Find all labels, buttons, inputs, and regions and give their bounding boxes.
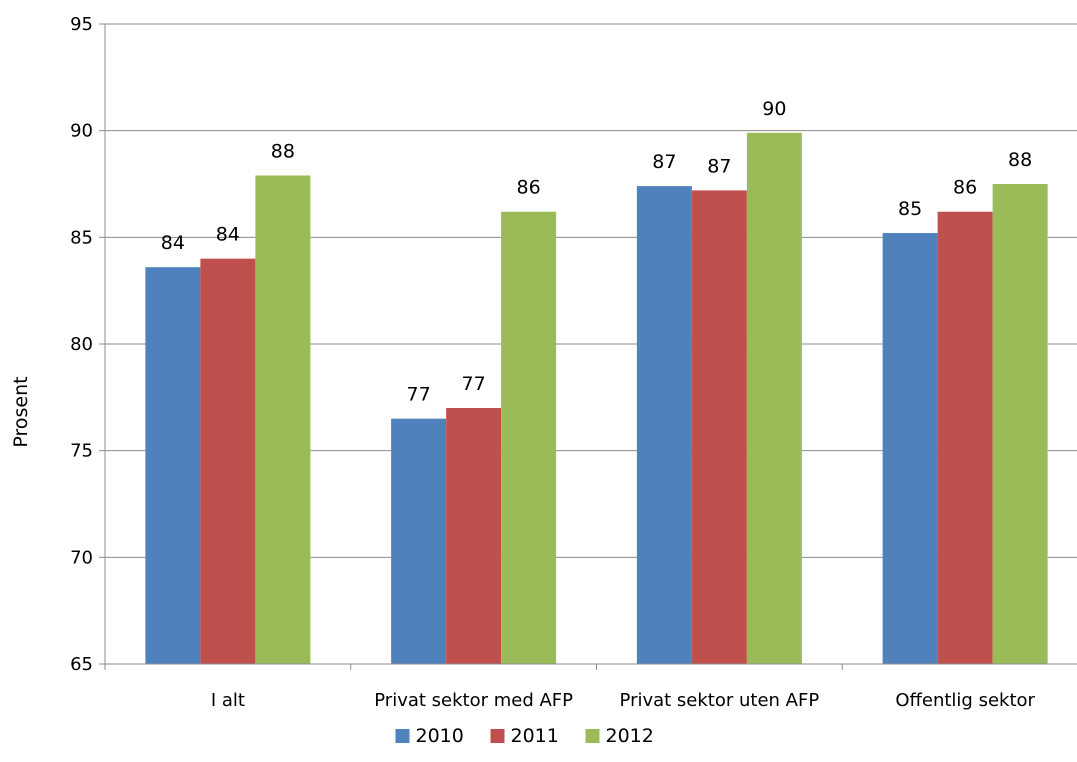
legend: 2010 2011 2012	[395, 725, 654, 747]
bar-2012	[992, 184, 1048, 664]
x-category-label: Privat sektor med AFP	[374, 690, 573, 711]
data-label: 84	[161, 232, 185, 254]
bar-2012	[746, 132, 802, 665]
y-tick-label: 70	[70, 547, 93, 568]
bar-2011	[446, 408, 502, 664]
data-label: 88	[271, 140, 295, 162]
bar-2011	[691, 190, 747, 664]
y-tick-label: 95	[70, 14, 93, 35]
legend-swatch	[585, 729, 600, 743]
data-label: 84	[216, 224, 240, 246]
bar-2010	[636, 186, 692, 664]
bar-2010	[145, 267, 201, 664]
bar-2011	[200, 258, 256, 664]
legend-label: 2010	[416, 725, 464, 747]
y-tick-label: 75	[70, 441, 93, 462]
data-label: 85	[898, 198, 922, 220]
x-category-label: Offentlig sektor	[895, 690, 1035, 711]
y-tick-label: 90	[70, 121, 93, 142]
x-category-label: I alt	[211, 690, 245, 711]
data-label: 87	[652, 151, 676, 173]
y-tick-label: 85	[70, 227, 93, 248]
data-label: 90	[762, 98, 786, 120]
y-tick-label: 65	[70, 654, 93, 675]
bar-2012	[255, 175, 311, 664]
data-label: 86	[953, 177, 977, 199]
bars	[145, 132, 1048, 665]
y-tick-label: 80	[70, 334, 93, 355]
legend-swatch	[490, 729, 505, 743]
data-label: 77	[462, 373, 486, 395]
legend-label: 2011	[511, 725, 559, 747]
bar-2011	[937, 211, 993, 664]
x-category-labels: I alt Privat sektor med AFP Privat sektor …	[211, 690, 1036, 711]
x-category-label: Privat sektor uten AFP	[620, 690, 820, 711]
legend-swatch	[395, 729, 410, 743]
data-label: 86	[517, 177, 541, 199]
data-label: 77	[407, 384, 431, 406]
bar-2012	[501, 211, 557, 664]
y-axis-label: Prosent	[10, 376, 32, 447]
y-tick-labels: 65 70 75 80 85 90 95	[70, 14, 93, 675]
bar-2010	[882, 233, 938, 665]
data-labels: 84 84 88 77 77 86 87 87 90 85 86 88	[161, 98, 1032, 406]
data-label: 87	[707, 155, 731, 177]
data-label: 88	[1008, 149, 1032, 171]
axes	[104, 24, 1077, 670]
bar-2010	[391, 418, 447, 664]
legend-label: 2012	[606, 725, 654, 747]
